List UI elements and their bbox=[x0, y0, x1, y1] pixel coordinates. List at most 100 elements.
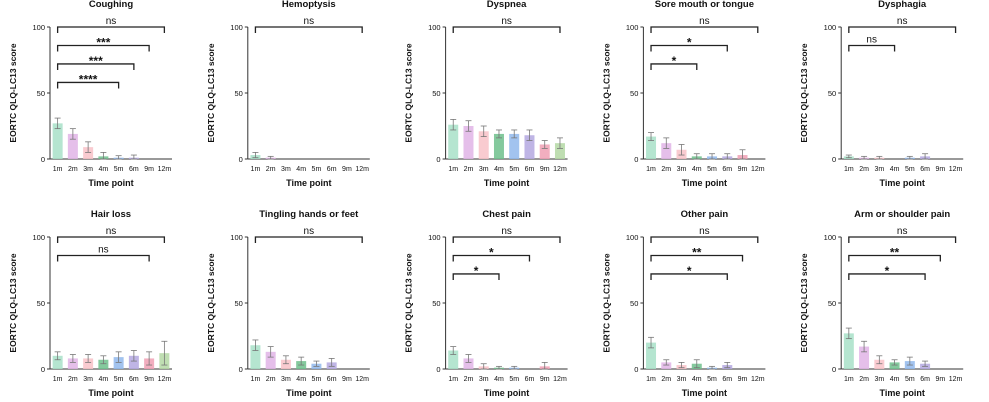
bar bbox=[52, 123, 63, 159]
bar bbox=[874, 359, 885, 369]
x-tick-label: 6m bbox=[327, 376, 337, 383]
x-tick-label: 6m bbox=[920, 166, 930, 173]
chart-panel: Sore mouth or tongue 0 50 100 EORTC QLQ-LC13… bbox=[601, 0, 766, 188]
y-tick-label: 50 bbox=[828, 89, 836, 98]
significance-label: ns bbox=[897, 16, 908, 27]
bar bbox=[128, 355, 139, 369]
significance-bracket bbox=[848, 44, 896, 52]
y-tick-label: 50 bbox=[234, 89, 242, 98]
bar bbox=[463, 358, 474, 369]
x-tick-label: 4m bbox=[99, 376, 109, 383]
x-tick-label: 4m bbox=[692, 166, 702, 173]
chart-panel: Other pain 0 50 100 EORTC QLQ-LC13 score 1m 2m… bbox=[601, 209, 766, 398]
y-tick-label: 100 bbox=[824, 23, 837, 32]
x-tick-label: 2m bbox=[266, 376, 276, 383]
significance-bracket bbox=[452, 26, 561, 33]
x-tick-label: 12m bbox=[949, 376, 963, 383]
x-tick-label: 5m bbox=[114, 166, 124, 173]
significance-bracket bbox=[452, 273, 500, 280]
significance-label: *** bbox=[96, 35, 110, 49]
significance-label: * bbox=[474, 264, 479, 278]
significance-bracket bbox=[650, 273, 728, 280]
chart-title: Hemoptysis bbox=[282, 0, 336, 10]
x-tick-label: 1m bbox=[251, 376, 261, 383]
y-axis-label: EORTC QLQ-LC13 score bbox=[8, 253, 18, 352]
bar bbox=[265, 351, 276, 369]
x-tick-label: 3m bbox=[677, 376, 687, 383]
x-tick-label: 9m bbox=[144, 376, 154, 383]
x-tick-label: 9m bbox=[935, 376, 945, 383]
x-tick-label: 3m bbox=[677, 166, 687, 173]
x-tick-label: 5m bbox=[905, 166, 915, 173]
y-tick-label: 100 bbox=[32, 233, 45, 242]
chart-panel: Arm or shoulder pain 0 50 100 EORTC QLQ-LC13… bbox=[799, 209, 964, 398]
significance-label: ns bbox=[897, 226, 908, 237]
significance-bracket bbox=[56, 81, 120, 89]
bar bbox=[859, 346, 870, 369]
significance-bracket bbox=[56, 236, 166, 243]
chart-panel: Coughing 0 50 100 EORTC QLQ-LC13 score 1m 2m 3m… bbox=[8, 0, 172, 188]
y-tick-label: 0 bbox=[41, 365, 45, 374]
y-tick-label: 100 bbox=[230, 233, 243, 242]
x-tick-label: 3m bbox=[281, 376, 291, 383]
x-tick-label: 4m bbox=[99, 166, 109, 173]
y-tick-label: 100 bbox=[626, 23, 639, 32]
x-tick-label: 12m bbox=[949, 166, 963, 173]
y-axis-label: EORTC QLQ-LC13 score bbox=[206, 43, 216, 142]
x-tick-label: 2m bbox=[464, 166, 474, 173]
x-tick-label: 2m bbox=[661, 166, 671, 173]
x-tick-label: 3m bbox=[479, 166, 489, 173]
bar bbox=[661, 362, 672, 369]
significance-bracket bbox=[254, 236, 363, 243]
significance-bracket bbox=[452, 236, 561, 243]
x-tick-label: 1m bbox=[646, 166, 656, 173]
y-tick-label: 50 bbox=[828, 299, 836, 308]
bar bbox=[646, 136, 657, 159]
x-tick-label: 2m bbox=[68, 376, 78, 383]
x-axis-label: Time point bbox=[484, 178, 529, 188]
y-tick-label: 100 bbox=[428, 23, 441, 32]
x-tick-label: 1m bbox=[448, 166, 458, 173]
bar bbox=[448, 124, 459, 159]
significance-label: ns bbox=[699, 226, 710, 237]
x-tick-label: 1m bbox=[53, 376, 63, 383]
x-tick-label: 4m bbox=[494, 166, 504, 173]
x-axis-label: Time point bbox=[286, 388, 331, 398]
chart-title: Dysphagia bbox=[878, 0, 927, 10]
chart-title: Hair loss bbox=[91, 209, 131, 220]
significance-bracket bbox=[254, 26, 363, 33]
y-tick-label: 0 bbox=[239, 155, 243, 164]
significance-label: ** bbox=[890, 245, 900, 259]
x-tick-label: 3m bbox=[874, 376, 884, 383]
significance-bracket bbox=[56, 254, 150, 262]
significance-label: ns bbox=[304, 16, 315, 27]
x-tick-label: 6m bbox=[920, 376, 930, 383]
bar bbox=[280, 359, 291, 369]
x-tick-label: 3m bbox=[479, 376, 489, 383]
significance-label: ns bbox=[501, 16, 512, 27]
chart-title: Sore mouth or tongue bbox=[655, 0, 754, 10]
x-tick-label: 4m bbox=[296, 166, 306, 173]
significance-label: * bbox=[687, 35, 692, 49]
significance-label: ** bbox=[692, 245, 702, 259]
x-tick-label: 1m bbox=[844, 376, 854, 383]
bar bbox=[113, 357, 124, 369]
chart-title: Other pain bbox=[681, 209, 729, 220]
x-tick-label: 6m bbox=[525, 166, 535, 173]
x-tick-label: 4m bbox=[296, 376, 306, 383]
y-axis-label: EORTC QLQ-LC13 score bbox=[8, 43, 18, 142]
x-tick-label: 2m bbox=[661, 376, 671, 383]
y-tick-label: 0 bbox=[239, 365, 243, 374]
y-axis-label: EORTC QLQ-LC13 score bbox=[601, 253, 611, 352]
chart-panel: Hemoptysis 0 50 100 EORTC QLQ-LC13 score 1m 2m… bbox=[206, 0, 370, 188]
x-tick-label: 12m bbox=[355, 376, 369, 383]
x-tick-label: 3m bbox=[874, 166, 884, 173]
chart-panel: Dysphagia 0 50 100 EORTC QLQ-LC13 score 1m 2m 3… bbox=[799, 0, 964, 188]
significance-label: * bbox=[885, 264, 890, 278]
significance-bracket bbox=[650, 44, 728, 52]
chart-panel: Tingling hands or feet 0 50 100 EORTC QLQ-LC… bbox=[206, 209, 370, 398]
y-tick-label: 50 bbox=[432, 89, 440, 98]
x-tick-label: 6m bbox=[525, 376, 535, 383]
